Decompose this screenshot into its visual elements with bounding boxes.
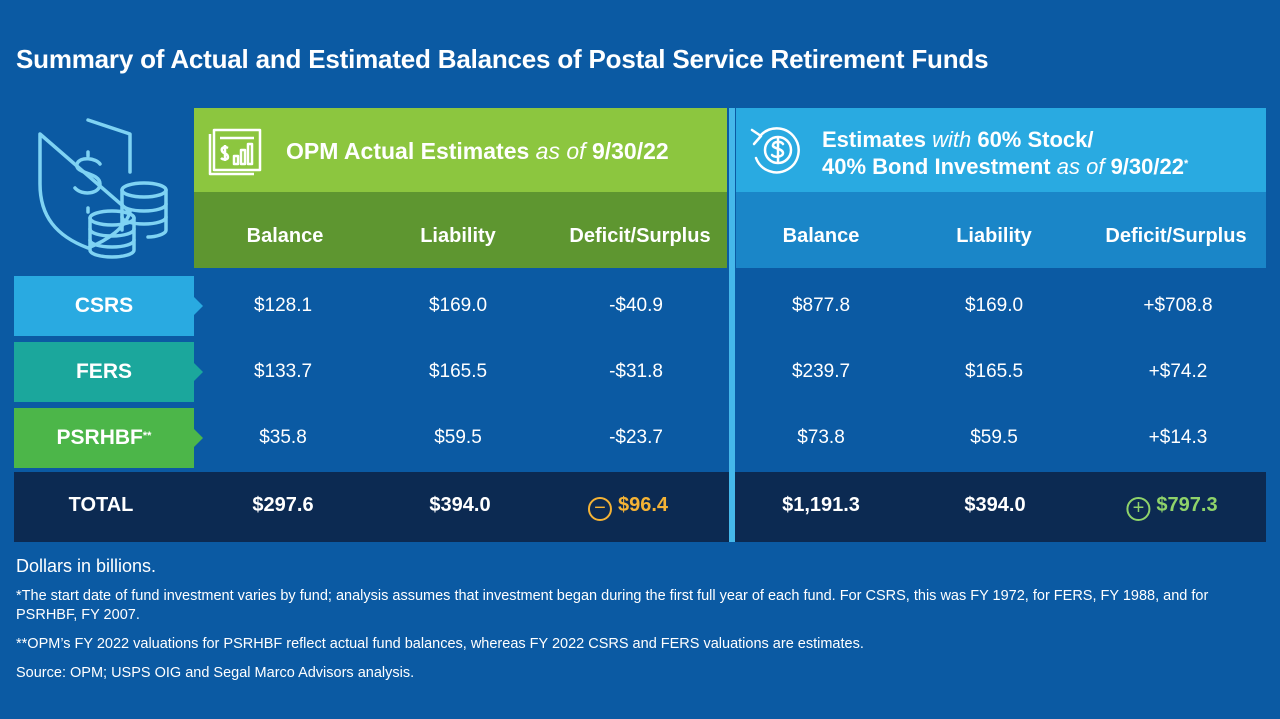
section-divider xyxy=(729,108,735,542)
column-header-opm-deficit-surplus: Deficit/Surplus xyxy=(569,225,711,247)
units-note: Dollars in billions. xyxy=(16,556,157,576)
cell-psrhbf-opm-deficit-surplus: -$23.7 xyxy=(609,427,663,448)
financial-report-chart-icon xyxy=(208,126,268,176)
cell-fers-est-liability: $165.5 xyxy=(964,361,1024,382)
row-label-fers: FERS xyxy=(14,342,203,402)
cell-psrhbf-opm-balance: $35.8 xyxy=(259,427,307,448)
column-header-est-deficit-surplus: Deficit/Surplus xyxy=(1105,225,1247,247)
plus-circle-icon: + xyxy=(1126,497,1151,521)
cell-csrs-est-deficit-surplus: +$708.8 xyxy=(1143,295,1213,316)
total-row-divider xyxy=(729,472,735,542)
cell-fers-est-deficit-surplus: +$74.2 xyxy=(1148,361,1208,382)
cell-psrhbf-opm-liability: $59.5 xyxy=(434,427,482,448)
opm-column-header-bar xyxy=(194,192,727,268)
cell-fers-opm-deficit-surplus: -$31.8 xyxy=(609,361,663,382)
total-est-liability: $394.0 xyxy=(964,494,1026,516)
footnotes: Dollars in billions. *The start date of … xyxy=(16,556,1256,693)
column-header-opm-balance: Balance xyxy=(246,225,324,247)
row-label-psrhbf: PSRHBF ** xyxy=(14,408,203,468)
cell-csrs-opm-liability: $169.0 xyxy=(428,295,488,316)
total-opm-deficit: − $96.4 xyxy=(587,494,668,521)
total-label: TOTAL xyxy=(68,494,134,516)
row-label-csrs: CSRS xyxy=(14,276,203,336)
cell-csrs-est-balance: $877.8 xyxy=(791,295,851,316)
opm-header-title: OPM Actual Estimates as of 9/30/22 xyxy=(286,138,669,164)
column-header-opm-liability: Liability xyxy=(420,225,496,247)
column-header-est-balance: Balance xyxy=(782,225,860,247)
cell-csrs-opm-balance: $128.1 xyxy=(253,295,313,316)
cell-psrhbf-est-deficit-surplus: +$14.3 xyxy=(1148,427,1208,448)
opm-actual-header: OPM Actual Estimates as of 9/30/22 xyxy=(194,108,727,192)
shield-dollar-coins-icon xyxy=(30,112,180,262)
cell-fers-opm-balance: $133.7 xyxy=(253,361,313,382)
source-note: Source: OPM; USPS OIG and Segal Marco Ad… xyxy=(16,665,415,681)
total-row xyxy=(14,472,1266,542)
cell-csrs-est-liability: $169.0 xyxy=(964,295,1024,316)
cell-fers-est-balance: $239.7 xyxy=(791,361,851,382)
page-title: Summary of Actual and Estimated Balances… xyxy=(16,44,989,74)
cell-csrs-opm-deficit-surplus: -$40.9 xyxy=(609,295,663,316)
total-opm-balance: $297.6 xyxy=(252,494,314,516)
minus-circle-icon: − xyxy=(587,497,612,521)
cell-fers-opm-liability: $165.5 xyxy=(428,361,488,382)
footnote-1: *The start date of fund investment varie… xyxy=(16,588,1209,623)
estimates-column-header-bar xyxy=(736,192,1266,268)
cell-psrhbf-est-liability: $59.5 xyxy=(970,427,1018,448)
column-header-est-liability: Liability xyxy=(956,225,1032,247)
estimates-header-title: Estimates with 60% Stock/ 40% Bond Inves… xyxy=(822,127,1189,179)
total-opm-liability: $394.0 xyxy=(429,494,491,516)
total-est-balance: $1,191.3 xyxy=(782,494,860,516)
footnote-2: **OPM’s FY 2022 valuations for PSRHBF re… xyxy=(16,636,864,652)
estimates-header: Estimates with 60% Stock/ 40% Bond Inves… xyxy=(736,108,1266,192)
dollar-cycle-arrows-icon xyxy=(748,122,808,178)
cell-psrhbf-est-balance: $73.8 xyxy=(797,427,845,448)
total-est-surplus: + $797.3 xyxy=(1126,494,1218,521)
